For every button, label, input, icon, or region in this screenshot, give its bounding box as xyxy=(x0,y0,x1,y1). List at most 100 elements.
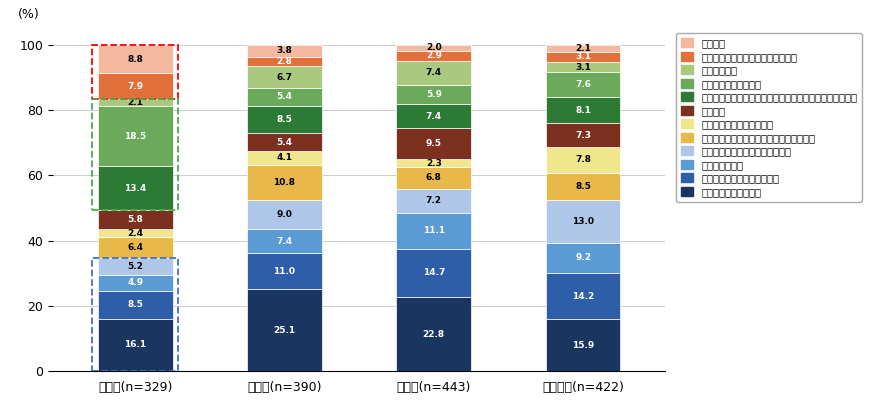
Bar xyxy=(247,253,322,289)
Bar xyxy=(396,128,471,159)
Text: 22.8: 22.8 xyxy=(422,330,445,339)
Text: 6.8: 6.8 xyxy=(425,173,441,182)
Bar xyxy=(97,106,173,166)
Legend: 組織風土, 組織としてのビジョンや戦略の立案, 資金調達環境, ビジネスモデルの構築, 自社のニーズに対応したソリューションや製品・サービス, 人材育成, 政策: 組織風土, 組織としてのビジョンや戦略の立案, 資金調達環境, ビジネスモデルの… xyxy=(675,33,861,202)
Text: 5.8: 5.8 xyxy=(127,215,143,224)
Bar xyxy=(247,289,322,371)
Bar xyxy=(545,200,620,243)
Text: 7.4: 7.4 xyxy=(425,112,441,121)
Text: 7.6: 7.6 xyxy=(574,80,590,89)
Bar xyxy=(396,213,471,249)
Text: 5.9: 5.9 xyxy=(425,90,441,99)
Bar xyxy=(92,99,178,210)
Text: 10.8: 10.8 xyxy=(274,178,296,187)
Text: 3.8: 3.8 xyxy=(276,46,292,55)
Text: 7.4: 7.4 xyxy=(425,68,441,77)
Bar xyxy=(396,51,471,61)
Bar xyxy=(97,166,173,210)
Text: 14.2: 14.2 xyxy=(571,292,594,301)
Text: 9.0: 9.0 xyxy=(276,210,292,219)
Text: 7.4: 7.4 xyxy=(276,237,292,246)
Text: 5.2: 5.2 xyxy=(127,262,143,271)
Bar xyxy=(247,229,322,253)
Bar xyxy=(396,45,471,51)
Bar xyxy=(545,62,620,72)
Bar xyxy=(97,45,173,73)
Bar xyxy=(396,249,471,297)
Bar xyxy=(545,72,620,97)
Text: 8.5: 8.5 xyxy=(574,182,590,191)
Text: 3.1: 3.1 xyxy=(574,63,590,72)
Text: 6.4: 6.4 xyxy=(127,243,143,252)
Text: 4.9: 4.9 xyxy=(127,279,143,288)
Bar xyxy=(97,73,173,99)
Bar xyxy=(396,104,471,128)
Text: 2.1: 2.1 xyxy=(127,98,143,107)
Text: 16.1: 16.1 xyxy=(124,340,146,349)
Text: 25.1: 25.1 xyxy=(273,326,296,335)
Bar xyxy=(97,99,173,106)
Text: 6.7: 6.7 xyxy=(276,73,292,82)
Bar xyxy=(247,133,322,151)
Bar xyxy=(545,52,620,62)
Text: 8.8: 8.8 xyxy=(127,54,143,63)
Text: 11.1: 11.1 xyxy=(422,226,445,235)
Bar xyxy=(97,319,173,371)
Text: 14.7: 14.7 xyxy=(422,268,445,277)
Text: 5.4: 5.4 xyxy=(276,138,292,147)
Bar xyxy=(396,297,471,371)
Text: 9.5: 9.5 xyxy=(425,139,441,148)
Bar xyxy=(396,167,471,189)
Text: 15.9: 15.9 xyxy=(571,341,594,350)
Bar xyxy=(545,319,620,371)
Text: 2.3: 2.3 xyxy=(425,159,441,168)
Text: 3.1: 3.1 xyxy=(574,52,590,61)
Bar xyxy=(92,45,178,99)
Bar xyxy=(97,291,173,319)
Bar xyxy=(396,61,471,85)
Text: 7.9: 7.9 xyxy=(127,82,143,91)
Text: 7.3: 7.3 xyxy=(574,131,590,140)
Text: 5.4: 5.4 xyxy=(276,92,292,101)
Text: 13.4: 13.4 xyxy=(124,184,146,193)
Bar xyxy=(92,258,178,371)
Bar xyxy=(247,88,322,106)
Text: 4.1: 4.1 xyxy=(276,153,292,162)
Text: 2.9: 2.9 xyxy=(425,52,441,61)
Text: 8.1: 8.1 xyxy=(574,106,590,115)
Bar xyxy=(545,97,620,124)
Bar xyxy=(247,66,322,88)
Text: 11.0: 11.0 xyxy=(274,267,296,276)
Text: 18.5: 18.5 xyxy=(124,132,146,141)
Bar xyxy=(97,229,173,237)
Bar xyxy=(396,159,471,167)
Bar xyxy=(396,85,471,104)
Text: 2.0: 2.0 xyxy=(425,43,441,52)
Bar xyxy=(97,258,173,275)
Text: 9.2: 9.2 xyxy=(574,254,590,263)
Text: 8.5: 8.5 xyxy=(276,115,292,124)
Text: 7.2: 7.2 xyxy=(425,196,441,205)
Bar xyxy=(97,210,173,229)
Bar xyxy=(247,57,322,66)
Bar xyxy=(396,189,471,213)
Bar xyxy=(545,273,620,319)
Bar xyxy=(545,147,620,173)
Bar xyxy=(545,124,620,147)
Text: 13.0: 13.0 xyxy=(572,217,594,226)
Bar xyxy=(247,164,322,200)
Bar xyxy=(97,275,173,291)
Bar xyxy=(247,106,322,133)
Bar xyxy=(545,173,620,200)
Text: 2.8: 2.8 xyxy=(276,57,292,66)
Text: 8.5: 8.5 xyxy=(127,300,143,309)
Bar xyxy=(97,237,173,258)
Y-axis label: (%): (%) xyxy=(18,9,39,21)
Text: 2.4: 2.4 xyxy=(127,229,143,238)
Bar xyxy=(247,151,322,164)
Text: 7.8: 7.8 xyxy=(574,155,590,164)
Bar xyxy=(247,200,322,229)
Text: 2.1: 2.1 xyxy=(574,44,590,53)
Bar xyxy=(545,243,620,273)
Bar xyxy=(247,45,322,57)
